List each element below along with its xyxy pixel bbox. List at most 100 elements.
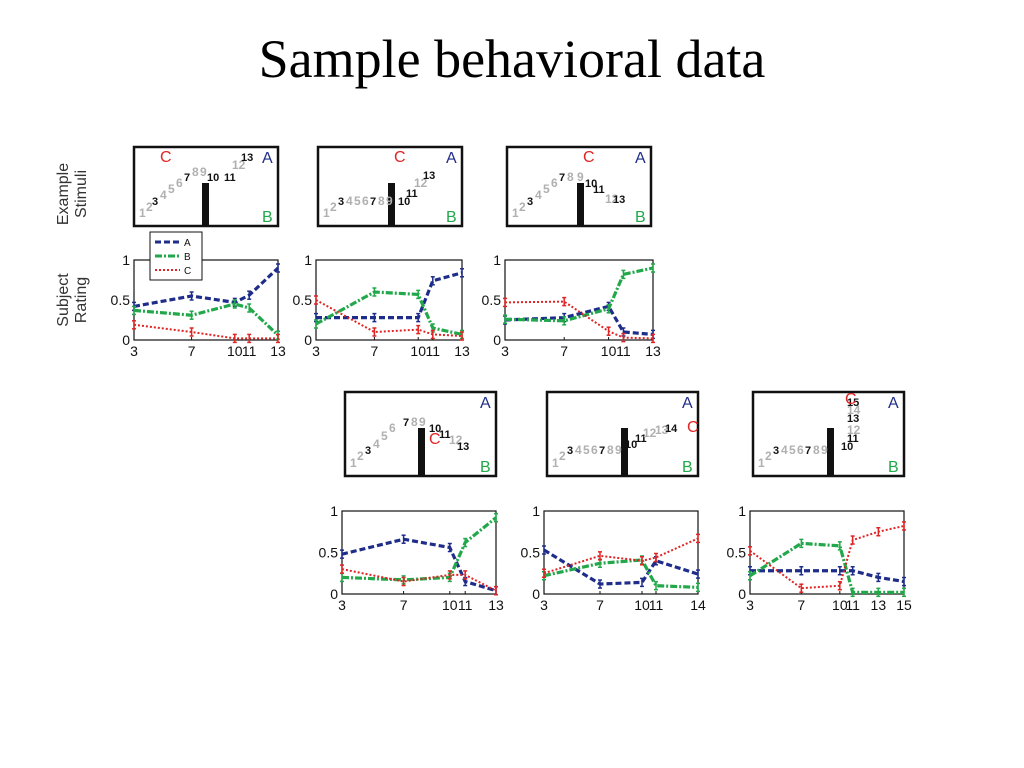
data-point-c	[696, 533, 700, 544]
stimulus-label-c: C	[394, 149, 406, 166]
stimulus-number: 1	[323, 206, 330, 220]
stimulus-number: 5	[381, 429, 388, 443]
x-tick-label: 14	[690, 597, 706, 613]
series-line-a	[543, 548, 699, 586]
y-tick-label: 0.5	[727, 545, 747, 561]
stimulus-number: 12	[643, 426, 657, 440]
stimulus-label-a: A	[682, 395, 693, 412]
x-tick-label: 7	[188, 343, 196, 359]
data-point-c	[562, 296, 567, 307]
stimulus-number: 1	[758, 456, 765, 470]
stimulus-number: 14	[847, 403, 861, 417]
stimulus-label-a: A	[888, 395, 899, 412]
stimulus-number: 1	[552, 456, 559, 470]
legend: ABC	[149, 231, 203, 281]
stimulus-label-b: B	[446, 209, 457, 226]
stimulus-number: 11	[635, 433, 647, 445]
stimulus-number: 4	[781, 443, 788, 457]
stimulus-number: 5	[583, 443, 590, 457]
data-point-b	[494, 512, 498, 523]
row-label-stimuli-line2: Stimuli	[73, 170, 90, 218]
stimulus-number: 8	[192, 165, 199, 179]
data-point-c	[401, 576, 406, 587]
x-tick-label: 11	[458, 597, 473, 613]
data-point-a	[189, 291, 194, 301]
stimulus-number: 3	[365, 445, 371, 457]
stimulus-number: 11	[406, 188, 418, 200]
stimulus-number: 4	[160, 188, 167, 202]
stimulus-number: 7	[559, 172, 565, 184]
data-point-c	[276, 333, 280, 344]
y-tick-label: 1	[122, 252, 130, 268]
data-point-b	[696, 582, 700, 593]
stimulus-number: 13	[457, 441, 469, 453]
y-tick-label: 0	[330, 586, 338, 602]
stimulus-number: 13	[655, 423, 669, 437]
data-point-b	[902, 587, 906, 598]
data-point-a	[876, 572, 881, 583]
stimulus-number: 4	[346, 194, 353, 208]
data-point-c	[189, 327, 194, 337]
data-point-a	[837, 566, 842, 576]
x-tick-label: 13	[645, 343, 661, 359]
data-point-a	[340, 549, 344, 559]
stimulus-number: 7	[184, 172, 190, 184]
stimulus-number: 13	[847, 413, 859, 425]
stimulus-number: 3	[567, 445, 573, 457]
y-tick-label: 1	[304, 252, 312, 268]
stimulus-bar	[388, 183, 395, 226]
data-point-b	[232, 299, 237, 309]
data-point-b	[372, 287, 377, 297]
row-label-rating-line1: Subject	[55, 273, 72, 327]
data-point-c	[247, 333, 252, 344]
rating-chart-3: 00.513 7 10 11 13	[482, 252, 661, 359]
x-tick-label: 3	[540, 597, 548, 613]
x-tick-label: 3	[338, 597, 346, 613]
x-tick-label: 15	[896, 597, 912, 613]
data-point-c	[463, 570, 468, 580]
stimulus-label-b: B	[480, 459, 491, 476]
stimulus-number: 15	[847, 397, 859, 409]
stimulus-number: 9	[821, 443, 828, 457]
stimulus-number: 11	[224, 172, 236, 184]
y-tick-label: 1	[532, 503, 540, 519]
data-point-b	[416, 289, 421, 300]
stimulus-number: 6	[591, 443, 598, 457]
data-point-c	[598, 551, 602, 561]
stimulus-bar	[621, 428, 628, 476]
stimulus-label-a: A	[262, 150, 273, 167]
data-point-a	[247, 290, 252, 300]
plot-frame	[749, 510, 905, 595]
x-tick-label: 7	[797, 597, 805, 613]
y-tick-label: 0	[304, 332, 312, 348]
stimulus-number: 9	[419, 415, 426, 429]
stimulus-label-a: A	[480, 395, 491, 412]
data-point-b	[876, 587, 881, 598]
plot-frame	[543, 510, 699, 595]
stimulus-number: 8	[411, 415, 418, 429]
data-point-b	[463, 537, 468, 548]
stimulus-number: 10	[207, 172, 219, 184]
stimulus-number: 5	[789, 443, 796, 457]
x-tick-label: 13	[871, 597, 887, 613]
data-point-a	[372, 312, 377, 323]
stimulus-number: 7	[599, 445, 605, 457]
stimulus-number: 8	[378, 194, 385, 208]
stimulus-number: 7	[370, 196, 376, 208]
data-point-a	[850, 566, 855, 576]
data-point-b	[621, 269, 626, 280]
stimulus-number: 2	[765, 449, 772, 463]
x-tick-label: 10	[832, 597, 848, 613]
x-tick-label: 7	[596, 597, 604, 613]
stimulus-number: 6	[797, 443, 804, 457]
stimulus-label-b: B	[635, 209, 646, 226]
stimulus-number: 3	[152, 196, 158, 208]
x-tick-label: 13	[488, 597, 504, 613]
stimulus-number: 8	[567, 170, 574, 184]
data-point-c	[447, 570, 452, 580]
